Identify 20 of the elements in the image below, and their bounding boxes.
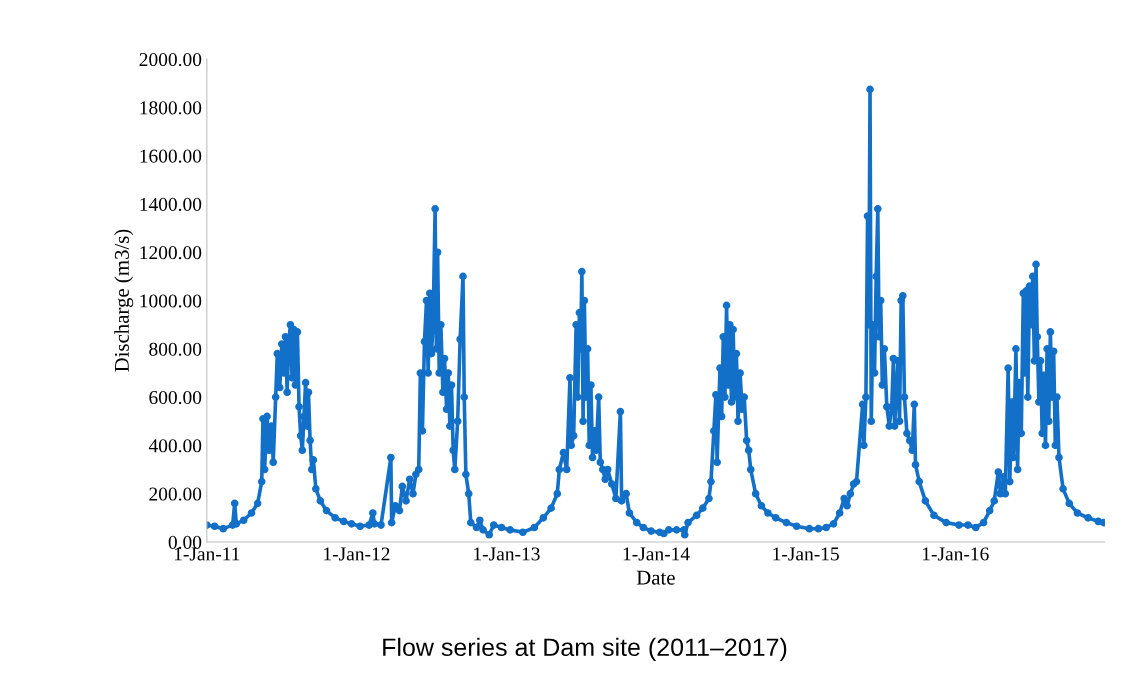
x-tick-label: 1-Jan-13 [474,547,540,561]
y-tick-label: 1600.00 [140,149,202,163]
y-tick-label: 0.00 [168,535,202,549]
y-axis-title: Discharge (m3/s) [114,229,134,372]
x-tick-label: 1-Jan-11 [174,547,240,561]
y-tick-label: 800.00 [149,342,202,356]
text: Flow series at Dam site (2011–2017) [383,637,787,662]
x-tick-label: 1-Jan-16 [922,547,989,561]
x-axis-title: Date [636,570,675,585]
y-tick-label: 1800.00 [140,101,202,115]
y-tick-label: 200.00 [149,487,202,501]
y-tick-label: 2000.00 [139,52,202,67]
x-tick-label: 1-Jan-12 [324,547,390,561]
x-tick-label: 1-Jan-14 [623,547,690,561]
y-tick-label: 1000.00 [140,294,202,308]
y-tick-label: 1400.00 [140,197,202,212]
y-tick-label: 600.00 [149,390,202,405]
x-tick-label: 1-Jan-15 [773,547,839,561]
y-tick-label: 400.00 [148,439,202,453]
y-tick-label: 1200.00 [140,246,202,260]
